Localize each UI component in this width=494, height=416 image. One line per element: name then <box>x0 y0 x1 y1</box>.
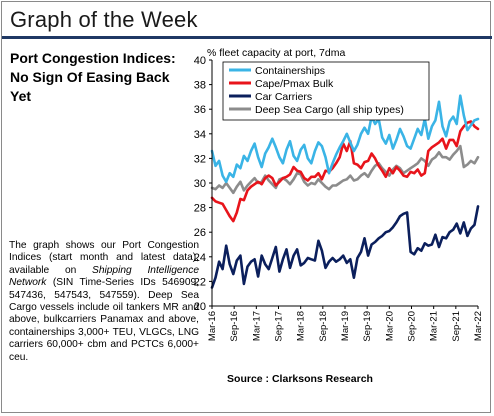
y-tick-label: 40 <box>194 55 206 67</box>
plot-area <box>210 94 480 289</box>
y-tick-label: 38 <box>194 80 206 92</box>
chart-description: The graph shows our Port Congestion Indi… <box>9 240 199 364</box>
x-tick-label: Mar-20 <box>384 311 395 341</box>
x-tick-label: Sep-17 <box>274 311 285 342</box>
y-tick-label: 22 <box>194 276 206 288</box>
legend-label: Deep Sea Cargo (all ship types) <box>255 104 404 116</box>
axes: 20 22 24 26 28 30 32 34 36 38 40 Mar-16 Sep-16 Mar-17… <box>194 55 484 342</box>
x-tick-label: Mar-18 <box>296 311 307 341</box>
y-tick-label: 24 <box>194 252 206 264</box>
series-line-deep_sea <box>210 144 480 195</box>
series-line-car_carriers <box>210 205 480 289</box>
x-tick-label: Sep-18 <box>318 311 329 342</box>
legend-box <box>222 61 430 121</box>
x-tick-label: Mar-19 <box>340 311 351 341</box>
x-tick-label: Mar-22 <box>473 311 484 341</box>
series-line-containerships <box>210 94 480 184</box>
y-tick-label: 30 <box>194 178 206 190</box>
x-tick-label: Mar-16 <box>207 311 218 341</box>
description-text-1: The graph shows our Port Congestion Indi… <box>9 240 199 276</box>
x-tick-label: Sep-20 <box>407 311 418 342</box>
y-tick-label: 36 <box>194 104 206 116</box>
chart-subtitle: Port Congestion Indices: No Sign Of Easi… <box>10 50 176 104</box>
x-tick-label: Mar-21 <box>429 311 440 341</box>
page-title: Graph of the Week <box>10 7 198 32</box>
y-tick-label: 34 <box>194 129 206 141</box>
x-tick-label: Mar-17 <box>251 311 262 341</box>
legend-label: Car Carriers <box>255 91 312 103</box>
header: Graph of the Week <box>2 2 492 39</box>
header-divider <box>2 36 492 39</box>
x-tick-label: Sep-19 <box>362 311 373 342</box>
y-axis-label: % fleet capacity at port, 7dma <box>207 47 345 59</box>
y-tick-label: 32 <box>194 153 206 165</box>
y-tick-label: 28 <box>194 203 206 215</box>
x-tick-label: Sep-16 <box>229 311 240 342</box>
source-note: Source : Clarksons Research <box>227 373 373 385</box>
series-line-cape_pmax <box>210 120 480 223</box>
description-italic: Shipping Intelligence Network <box>9 264 199 289</box>
x-tick-label: Sep-21 <box>451 311 462 342</box>
y-tick-label: 20 <box>194 301 206 313</box>
description-text-2: (SIN Time-Series IDs 546909, 547436, 547… <box>9 277 199 363</box>
legend-label: Containerships <box>255 65 325 77</box>
y-tick-label: 26 <box>194 227 206 239</box>
legend-label: Cape/Pmax Bulk <box>255 78 334 90</box>
